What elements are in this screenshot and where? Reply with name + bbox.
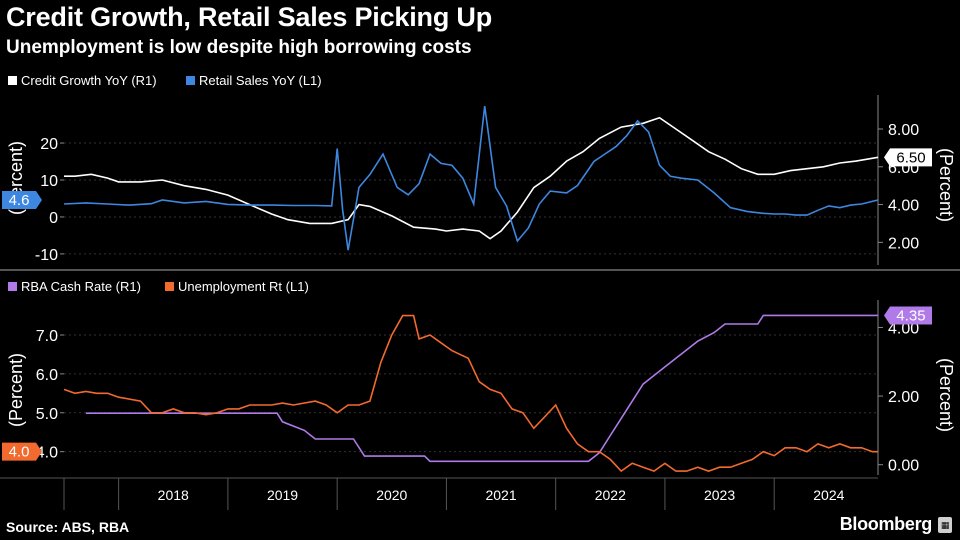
value-callout-label: 6.50 bbox=[896, 149, 925, 166]
right-tick-label: 0.00 bbox=[888, 458, 919, 475]
right-tick-label: 4.00 bbox=[888, 320, 919, 337]
value-callout-box bbox=[2, 190, 42, 209]
value-callout-label: 4.35 bbox=[896, 307, 925, 324]
brand-name: Bloomberg bbox=[839, 514, 933, 534]
chart-subtitle: Unemployment is low despite high borrowi… bbox=[6, 37, 472, 58]
legend-swatch-retail bbox=[186, 76, 195, 85]
x-tick-label: 2024 bbox=[813, 487, 844, 503]
x-tick-label: 2020 bbox=[376, 487, 407, 503]
right-tick-label: 8.00 bbox=[888, 122, 919, 139]
right-tick-label: 2.00 bbox=[888, 389, 919, 406]
chart-title: Credit Growth, Retail Sales Picking Up bbox=[6, 2, 493, 32]
series-line bbox=[63, 314, 878, 473]
legend-label-unemployment: Unemployment Rt (L1) bbox=[178, 279, 309, 294]
legend-label-cash: RBA Cash Rate (R1) bbox=[21, 279, 141, 294]
top-right-axis-title: (Percent) bbox=[936, 148, 956, 222]
value-callout-label: 4.0 bbox=[9, 444, 30, 461]
left-tick-label: 5.0 bbox=[36, 406, 58, 423]
x-tick-label: 2018 bbox=[158, 487, 189, 503]
value-callout-label: 4.6 bbox=[9, 192, 30, 209]
x-tick-label: 2022 bbox=[595, 487, 626, 503]
brand-logo: Bloomberg ▦ bbox=[840, 514, 952, 535]
legend-swatch-cash bbox=[8, 282, 17, 291]
x-tick-label: 2023 bbox=[704, 487, 735, 503]
legend-top: Credit Growth YoY (R1) Retail Sales YoY … bbox=[8, 73, 322, 88]
bottom-right-axis-title: (Percent) bbox=[936, 358, 956, 432]
left-tick-label: 10 bbox=[40, 173, 58, 190]
source-note: Source: ABS, RBA bbox=[6, 519, 130, 535]
left-tick-label: 6.0 bbox=[36, 367, 58, 384]
legend-swatch-credit bbox=[8, 76, 17, 85]
legend-label-credit: Credit Growth YoY (R1) bbox=[21, 73, 157, 88]
left-tick-label: -10 bbox=[35, 247, 58, 264]
legend-label-retail: Retail Sales YoY (L1) bbox=[199, 73, 322, 88]
bottom-left-axis-title: (Percent) bbox=[6, 353, 26, 427]
right-tick-label: 2.00 bbox=[888, 235, 919, 252]
legend-bottom: RBA Cash Rate (R1) Unemployment Rt (L1) bbox=[8, 279, 309, 294]
right-tick-label: 4.00 bbox=[888, 198, 919, 215]
series-line bbox=[64, 116, 879, 240]
value-callout-box bbox=[884, 306, 932, 325]
x-tick-label: 2019 bbox=[267, 487, 298, 503]
value-callout-box bbox=[884, 148, 932, 167]
series-line bbox=[85, 314, 878, 463]
left-tick-label: 0 bbox=[49, 210, 58, 227]
x-tick-label: 2021 bbox=[485, 487, 516, 503]
brand-icon: ▦ bbox=[938, 516, 952, 533]
left-tick-label: 20 bbox=[40, 136, 58, 153]
left-tick-label: 7.0 bbox=[36, 328, 58, 345]
series-line bbox=[63, 105, 879, 251]
legend-swatch-unemployment bbox=[165, 282, 174, 291]
value-callout-box bbox=[2, 442, 42, 461]
left-tick-label: 4.0 bbox=[36, 445, 58, 462]
